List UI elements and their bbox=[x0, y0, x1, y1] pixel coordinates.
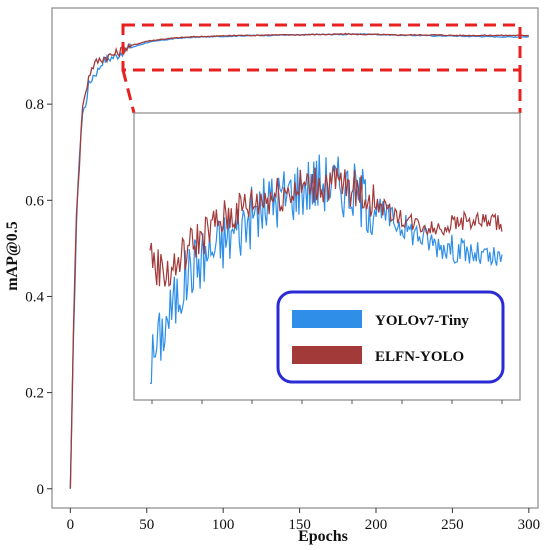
y-tick-label: 0.6 bbox=[25, 193, 44, 209]
inset-series-line-0 bbox=[150, 154, 503, 384]
x-tick-label: 250 bbox=[441, 517, 464, 533]
x-tick-label: 50 bbox=[139, 517, 154, 533]
x-tick-label: 150 bbox=[288, 517, 311, 533]
x-axis-ticks: 0 50 100 150 200 250 300 bbox=[67, 508, 540, 533]
inset-panel: YOLOv7-Tiny ELFN-YOLO bbox=[133, 112, 521, 404]
series-line-1 bbox=[69, 32, 529, 489]
x-tick-label: 300 bbox=[518, 517, 541, 533]
legend: YOLOv7-Tiny ELFN-YOLO bbox=[276, 290, 505, 384]
zoom-connector-left bbox=[121, 69, 136, 114]
inset-series-line-1 bbox=[149, 165, 503, 287]
legend-label-1: ELFN-YOLO bbox=[375, 349, 464, 365]
x-axis-title: Epochs bbox=[298, 528, 348, 545]
y-axis-title: mAP@0.5 bbox=[4, 221, 21, 291]
x-tick-label: 0 bbox=[67, 517, 75, 533]
y-tick-label: 0.2 bbox=[25, 386, 44, 402]
y-tick-label: 0 bbox=[37, 482, 45, 498]
x-tick-label: 100 bbox=[212, 517, 235, 533]
legend-label-0: YOLOv7-Tiny bbox=[375, 313, 469, 329]
main-series-group bbox=[69, 32, 529, 489]
x-tick-label: 200 bbox=[365, 517, 388, 533]
y-tick-label: 0.4 bbox=[25, 289, 44, 305]
plot-frame bbox=[51, 7, 539, 509]
legend-swatch-1 bbox=[292, 346, 362, 364]
zoom-rect bbox=[121, 23, 522, 72]
legend-swatch-0 bbox=[292, 310, 362, 328]
legend-box bbox=[276, 290, 505, 384]
y-axis-ticks: 0 0.2 0.4 0.6 0.8 bbox=[25, 97, 52, 498]
zoom-highlight bbox=[121, 23, 522, 114]
y-tick-label: 0.8 bbox=[25, 97, 44, 113]
